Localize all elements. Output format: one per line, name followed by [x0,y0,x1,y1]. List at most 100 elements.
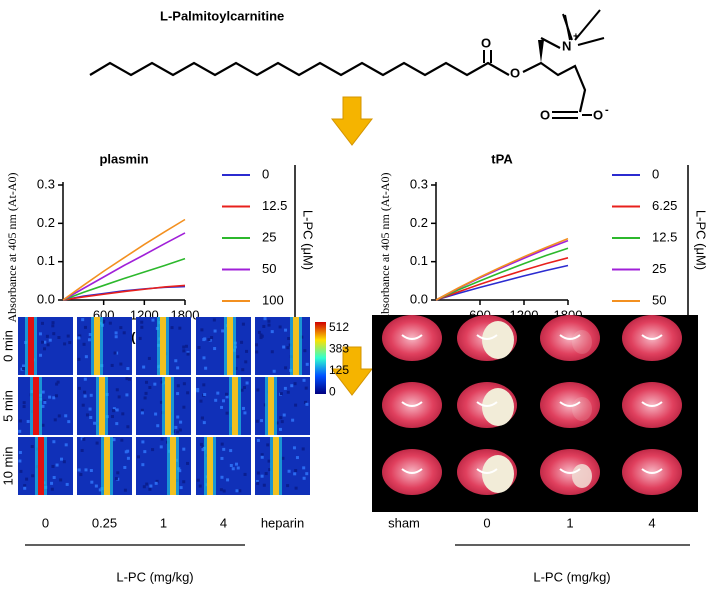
heatmap-speckle [245,349,249,353]
heatmap-speckle [79,473,83,477]
heatmap-speckle [260,453,264,457]
heatmap-speckle [213,329,217,333]
heatmap-speckle [138,336,142,340]
atom-charge: - [605,104,609,116]
heatmap-speckle [282,413,286,417]
heatmap-speckle [64,414,68,418]
heatmap-speckle [264,472,268,476]
atom: O [481,35,491,50]
colorbar-tick-label: 383 [329,342,349,356]
heatmap-speckle [82,437,86,441]
heatmap-speckle [59,457,63,461]
colorbar-tick-label: 0 [329,385,336,399]
heatmap-speckle [59,478,63,482]
heatmap-speckle [148,385,152,389]
heatmap-speckle [238,489,242,493]
heatmap-speckle [176,392,180,396]
heatmap-speckle [280,420,284,424]
heatmap-speckle [198,484,202,488]
row-label: 0 min [0,330,15,362]
y-tick-label: 0.1 [37,253,55,268]
heatmap-speckle [293,382,297,386]
heatmap-speckle [84,468,88,472]
heatmap-speckle [178,326,182,330]
heatmap-speckle [225,411,229,415]
heatmap-speckle [83,394,87,398]
heatmap-speckle [220,442,224,446]
heatmap-speckle [236,466,240,470]
heatmap-speckle [68,341,72,345]
heatmap-speckle [52,476,56,480]
column-label: 0 [483,515,490,530]
heatmap-speckle [43,400,47,404]
heatmap-speckle [257,330,261,334]
heatmap-speckle [186,461,190,465]
heatmap-speckle [197,345,201,349]
heatmap-speckle [182,349,186,353]
heatmap-speckle [256,388,260,392]
heatmap-speckle [286,484,290,488]
heatmap-speckle [243,411,247,415]
heatmap-speckle [62,460,66,464]
heatmap-speckle [155,479,159,483]
heatmap-speckle [110,363,114,367]
ventricle [641,401,663,407]
ventricle [559,401,581,407]
heatmap-speckle [25,477,29,481]
y-tick-label: 0.3 [37,176,55,191]
heatmap-speckle [108,321,112,325]
heatmap-speckle [114,477,118,481]
ventricle [559,334,581,340]
heatmap-speckle [140,408,144,412]
heatmap-speckle [38,332,42,336]
ventricle [476,334,498,340]
heatmap-vessel [94,317,100,375]
heatmap-speckle [301,447,305,451]
column-label: 0 [42,515,49,530]
heatmap-speckle [43,347,47,351]
heatmap-speckle [41,404,45,408]
heatmap-speckle [115,422,119,426]
heatmap-speckle [243,472,247,476]
heatmap-speckle [65,482,69,486]
structure-bonds [522,61,587,113]
heatmap-cell [196,317,251,375]
heatmap-speckle [45,334,49,338]
heatmap-speckle [51,464,55,468]
y-tick-label: 0.2 [37,215,55,230]
heatmap-speckle [159,445,163,449]
heatmap-speckle [53,418,57,422]
bond [562,13,573,41]
y-tick-label: 0.3 [410,176,428,191]
heatmap-speckle [176,415,180,419]
legend-label: 50 [652,292,666,307]
heatmap-speckle [225,395,229,399]
heatmap-speckle [174,425,178,429]
heatmap-speckle [51,321,55,325]
infarct [482,455,514,493]
heatmap-speckle [120,438,124,442]
heatmap-speckle [222,447,226,451]
heatmap-speckle [77,468,81,472]
heatmap-speckle [255,350,259,354]
colorbar-tick-label: 125 [329,363,349,377]
heatmap-speckle [136,455,140,459]
heatmap-speckle [302,476,306,480]
heatmap-speckle [52,332,56,336]
legend-label: 50 [262,261,276,276]
wedge-bond [538,40,544,63]
heatmap-speckle [18,429,22,433]
heatmap-speckle [57,414,61,418]
ventricle [559,468,581,474]
heatmap-speckle [83,390,87,394]
heatmap-speckle [229,463,233,467]
heatmap-speckle [18,459,22,463]
heatmap-speckle [284,328,288,332]
heatmap-speckle [93,421,97,425]
row-label: 5 min [0,390,15,422]
heatmap-speckle [18,450,22,454]
column-label: 1 [566,515,573,530]
heatmap-speckle [156,424,160,428]
x-tick-label: 1200 [510,307,539,322]
data-line [62,257,186,301]
